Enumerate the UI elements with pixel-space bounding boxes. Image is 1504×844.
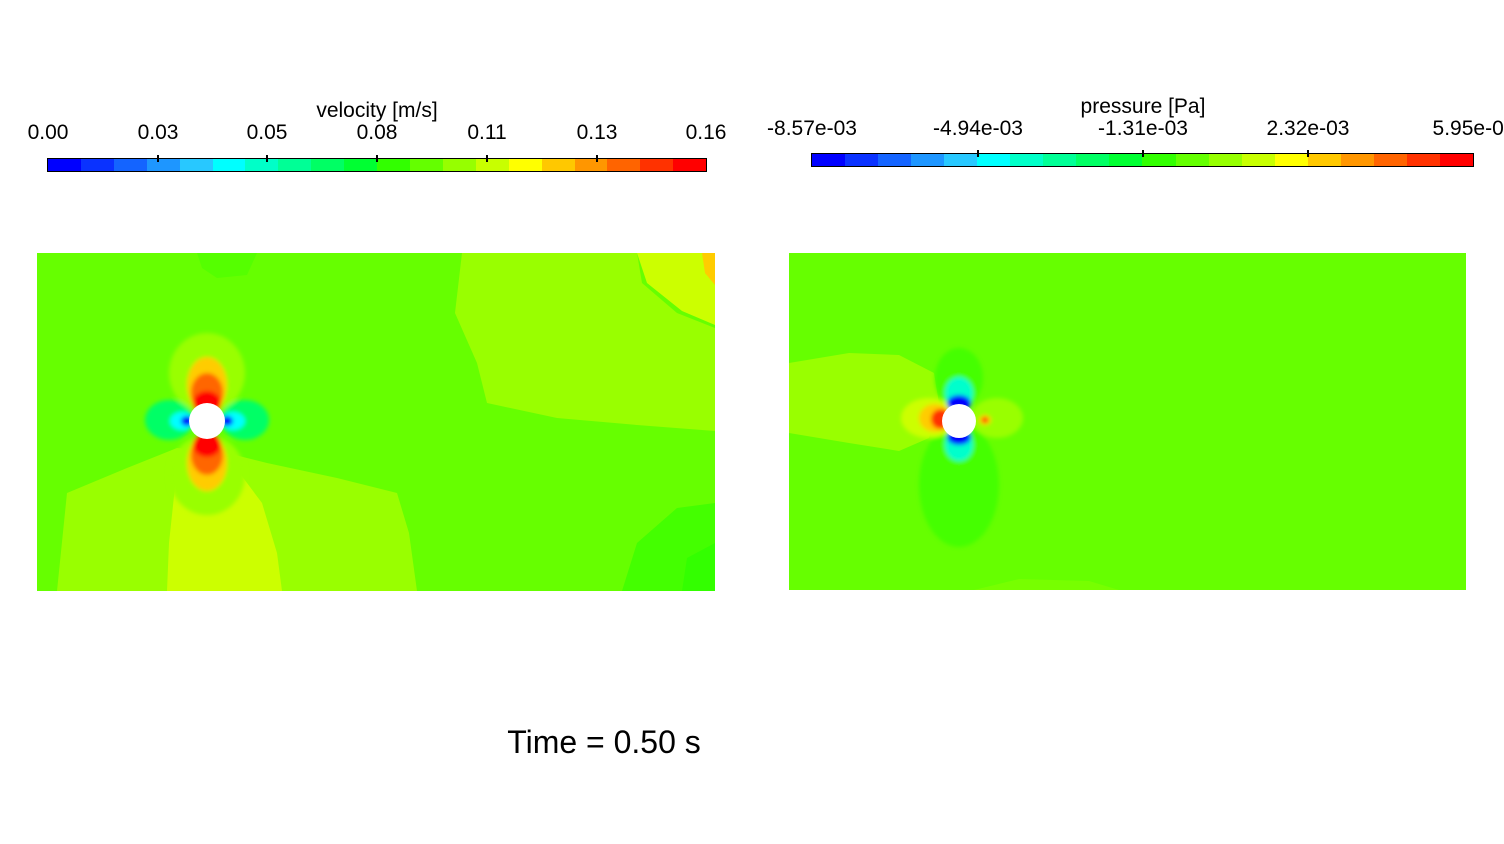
pressure-color-segment (812, 154, 846, 166)
velocity-color-segment (508, 159, 542, 171)
velocity-tick-mark (266, 155, 268, 162)
velocity-color-segment (475, 159, 509, 171)
pressure-tick-label: -1.31e-03 (1098, 117, 1188, 140)
pressure-region-light (789, 353, 939, 451)
cylinder-obstacle (189, 403, 225, 439)
pressure-tick-label: -8.57e-03 (767, 117, 857, 140)
velocity-region-deep (682, 543, 715, 591)
pressure-color-segment (878, 154, 912, 166)
velocity-region-deep (197, 253, 257, 278)
pressure-color-segment (845, 154, 879, 166)
velocity-tick-label: 0.13 (576, 121, 618, 144)
pressure-color-segment (1076, 154, 1110, 166)
velocity-color-segment (48, 159, 81, 171)
velocity-color-segment (409, 159, 443, 171)
velocity-tick-label: 0.03 (137, 121, 179, 144)
velocity-tick-label: 0.00 (27, 121, 69, 144)
velocity-contour-plot (37, 253, 715, 591)
pressure-color-segment (1439, 154, 1473, 166)
pressure-color-segment (1274, 154, 1308, 166)
velocity-tick-label: 0.11 (467, 121, 507, 144)
pressure-color-segment (1340, 154, 1374, 166)
pressure-tick-mark (977, 150, 979, 157)
velocity-tick-label: 0.16 (685, 121, 727, 144)
pressure-region-light (974, 579, 1119, 590)
velocity-colorbar-title: velocity [m/s] (316, 99, 438, 122)
pressure-tick-label: -4.94e-03 (933, 117, 1023, 140)
velocity-color-segment (607, 159, 641, 171)
velocity-region-light (455, 253, 715, 431)
pressure-color-segment (1307, 154, 1341, 166)
velocity-color-segment (179, 159, 213, 171)
velocity-tick-label: 0.05 (246, 121, 288, 144)
velocity-tick-mark (486, 155, 488, 162)
pressure-tick-mark (1307, 150, 1309, 157)
velocity-color-segment (245, 159, 279, 171)
pressure-color-segment (911, 154, 945, 166)
velocity-color-segment (311, 159, 345, 171)
velocity-color-segment (146, 159, 180, 171)
pressure-color-segment (1043, 154, 1077, 166)
velocity-color-segment (377, 159, 410, 171)
pressure-color-segment (1373, 154, 1407, 166)
pressure-color-segment (1175, 154, 1209, 166)
velocity-color-segment (640, 159, 674, 171)
velocity-region-hot (702, 253, 715, 285)
pressure-color-segment (977, 154, 1011, 166)
pressure-color-segment (1241, 154, 1275, 166)
velocity-tick-mark (376, 155, 378, 162)
velocity-region-yellow (637, 253, 715, 325)
pressure-tick-mark (1142, 150, 1144, 157)
pressure-tick-label: 5.95e-03 (1432, 117, 1504, 140)
velocity-tick-mark (157, 155, 159, 162)
velocity-tick-mark (596, 155, 598, 162)
pressure-color-segment (944, 154, 978, 166)
pressure-color-segment (1406, 154, 1440, 166)
cylinder-obstacle (942, 404, 976, 438)
velocity-color-segment (673, 159, 706, 171)
velocity-tick-label: 0.08 (356, 121, 398, 144)
velocity-color-segment (442, 159, 476, 171)
velocity-color-segment (113, 159, 147, 171)
velocity-color-segment (278, 159, 312, 171)
velocity-color-segment (574, 159, 608, 171)
time-label: Time = 0.50 s (507, 724, 701, 760)
pressure-color-segment (1010, 154, 1044, 166)
pressure-tick-label: 2.32e-03 (1266, 117, 1350, 140)
pressure-color-segment (1142, 154, 1176, 166)
pressure-color-segment (1109, 154, 1143, 166)
velocity-color-segment (344, 159, 378, 171)
velocity-color-segment (541, 159, 575, 171)
velocity-color-segment (80, 159, 114, 171)
velocity-color-segment (212, 159, 246, 171)
pressure-color-segment (1208, 154, 1242, 166)
pressure-colorbar-title: pressure [Pa] (1080, 95, 1206, 118)
pressure-contour-plot (789, 253, 1466, 590)
